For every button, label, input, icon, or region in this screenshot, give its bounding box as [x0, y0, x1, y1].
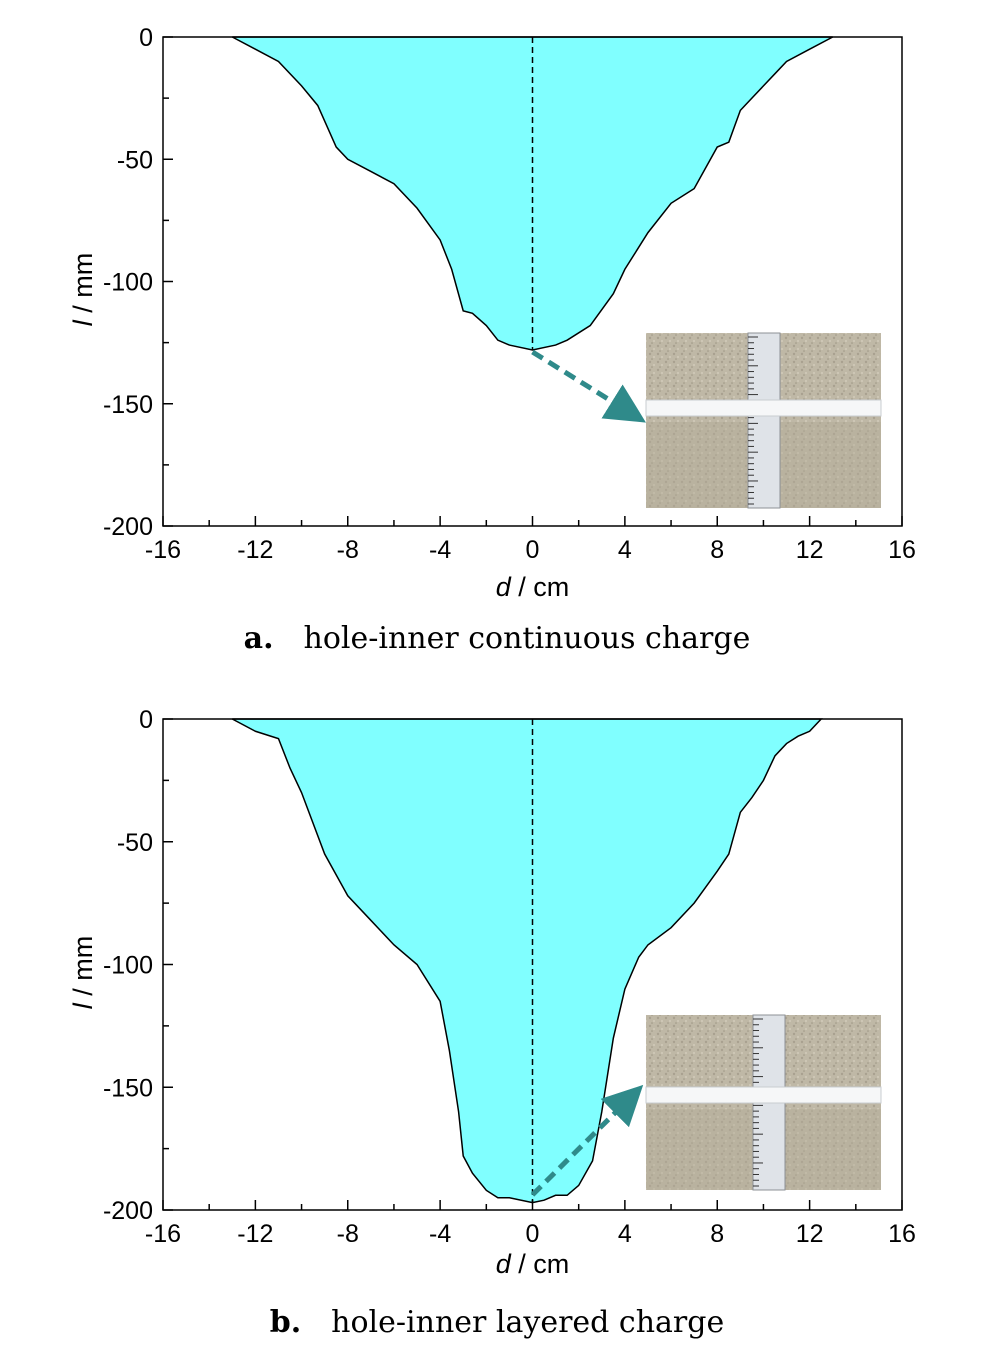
x-tick-label: -16: [145, 536, 181, 564]
y-axis: 0 -50 -100 -150 -200: [103, 24, 173, 541]
crater-profile-area: [231, 718, 823, 1204]
y-tick-label: -200: [103, 513, 153, 541]
x-tick-label: -8: [337, 1220, 359, 1248]
y-tick-label: -150: [103, 1074, 153, 1102]
x-axis: -16 -12 -8 -4 0 4 8 12 16: [145, 1200, 916, 1248]
y-tick-label: -150: [103, 391, 153, 419]
x-axis: -16 -12 -8 -4 0 4 8 12 16: [145, 516, 916, 564]
x-tick-label: 8: [710, 536, 724, 564]
x-tick-label: 12: [796, 536, 824, 564]
crater-profile-area: [231, 36, 834, 351]
x-tick-label: 0: [526, 536, 540, 564]
x-tick-label: 12: [796, 1220, 824, 1248]
x-tick-label: 16: [888, 536, 916, 564]
inset-photo: [645, 1014, 882, 1191]
inset-arrow: [531, 349, 646, 423]
y-tick-label: -50: [117, 146, 153, 174]
x-tick-label: 16: [888, 1220, 916, 1248]
x-tick-label: 8: [710, 1220, 724, 1248]
reference-bar: [645, 1086, 882, 1104]
panel-b: -16 -12 -8 -4 0 4 8 12 16 0 -50 -100 -150 -200 d / c…: [68, 706, 916, 1340]
y-tick-label: 0: [139, 706, 153, 734]
y-tick-label: 0: [139, 24, 153, 52]
y-tick-label: -200: [103, 1197, 153, 1225]
caption: b. hole-inner layered charge: [270, 1305, 724, 1340]
y-axis: 0 -50 -100 -150 -200: [103, 706, 173, 1225]
x-axis-label: d / cm: [496, 572, 570, 602]
x-tick-label: -4: [429, 1220, 451, 1248]
caption: a. hole-inner continuous charge: [244, 621, 751, 656]
x-tick-label: 4: [618, 1220, 632, 1248]
y-axis-label: l / mm: [68, 936, 98, 1010]
x-tick-label: -12: [237, 536, 273, 564]
x-tick-label: -4: [429, 536, 451, 564]
inset-arrow: [530, 1084, 644, 1197]
y-tick-label: -50: [117, 829, 153, 857]
y-tick-label: -100: [103, 269, 153, 297]
reference-bar: [645, 399, 882, 417]
x-tick-label: -16: [145, 1220, 181, 1248]
inset-photo: [645, 332, 882, 509]
panel-a: -16 -12 -8 -4 0 4 8 12 16 0 -50 -100 -150 -200 d / c…: [68, 24, 916, 656]
x-tick-label: -8: [337, 536, 359, 564]
tape-measure: [747, 332, 781, 509]
x-tick-label: 4: [618, 536, 632, 564]
x-axis-label: d / cm: [496, 1249, 570, 1279]
x-tick-label: 0: [526, 1220, 540, 1248]
y-axis-label: l / mm: [68, 253, 98, 327]
y-tick-label: -100: [103, 952, 153, 980]
x-tick-label: -12: [237, 1220, 273, 1248]
